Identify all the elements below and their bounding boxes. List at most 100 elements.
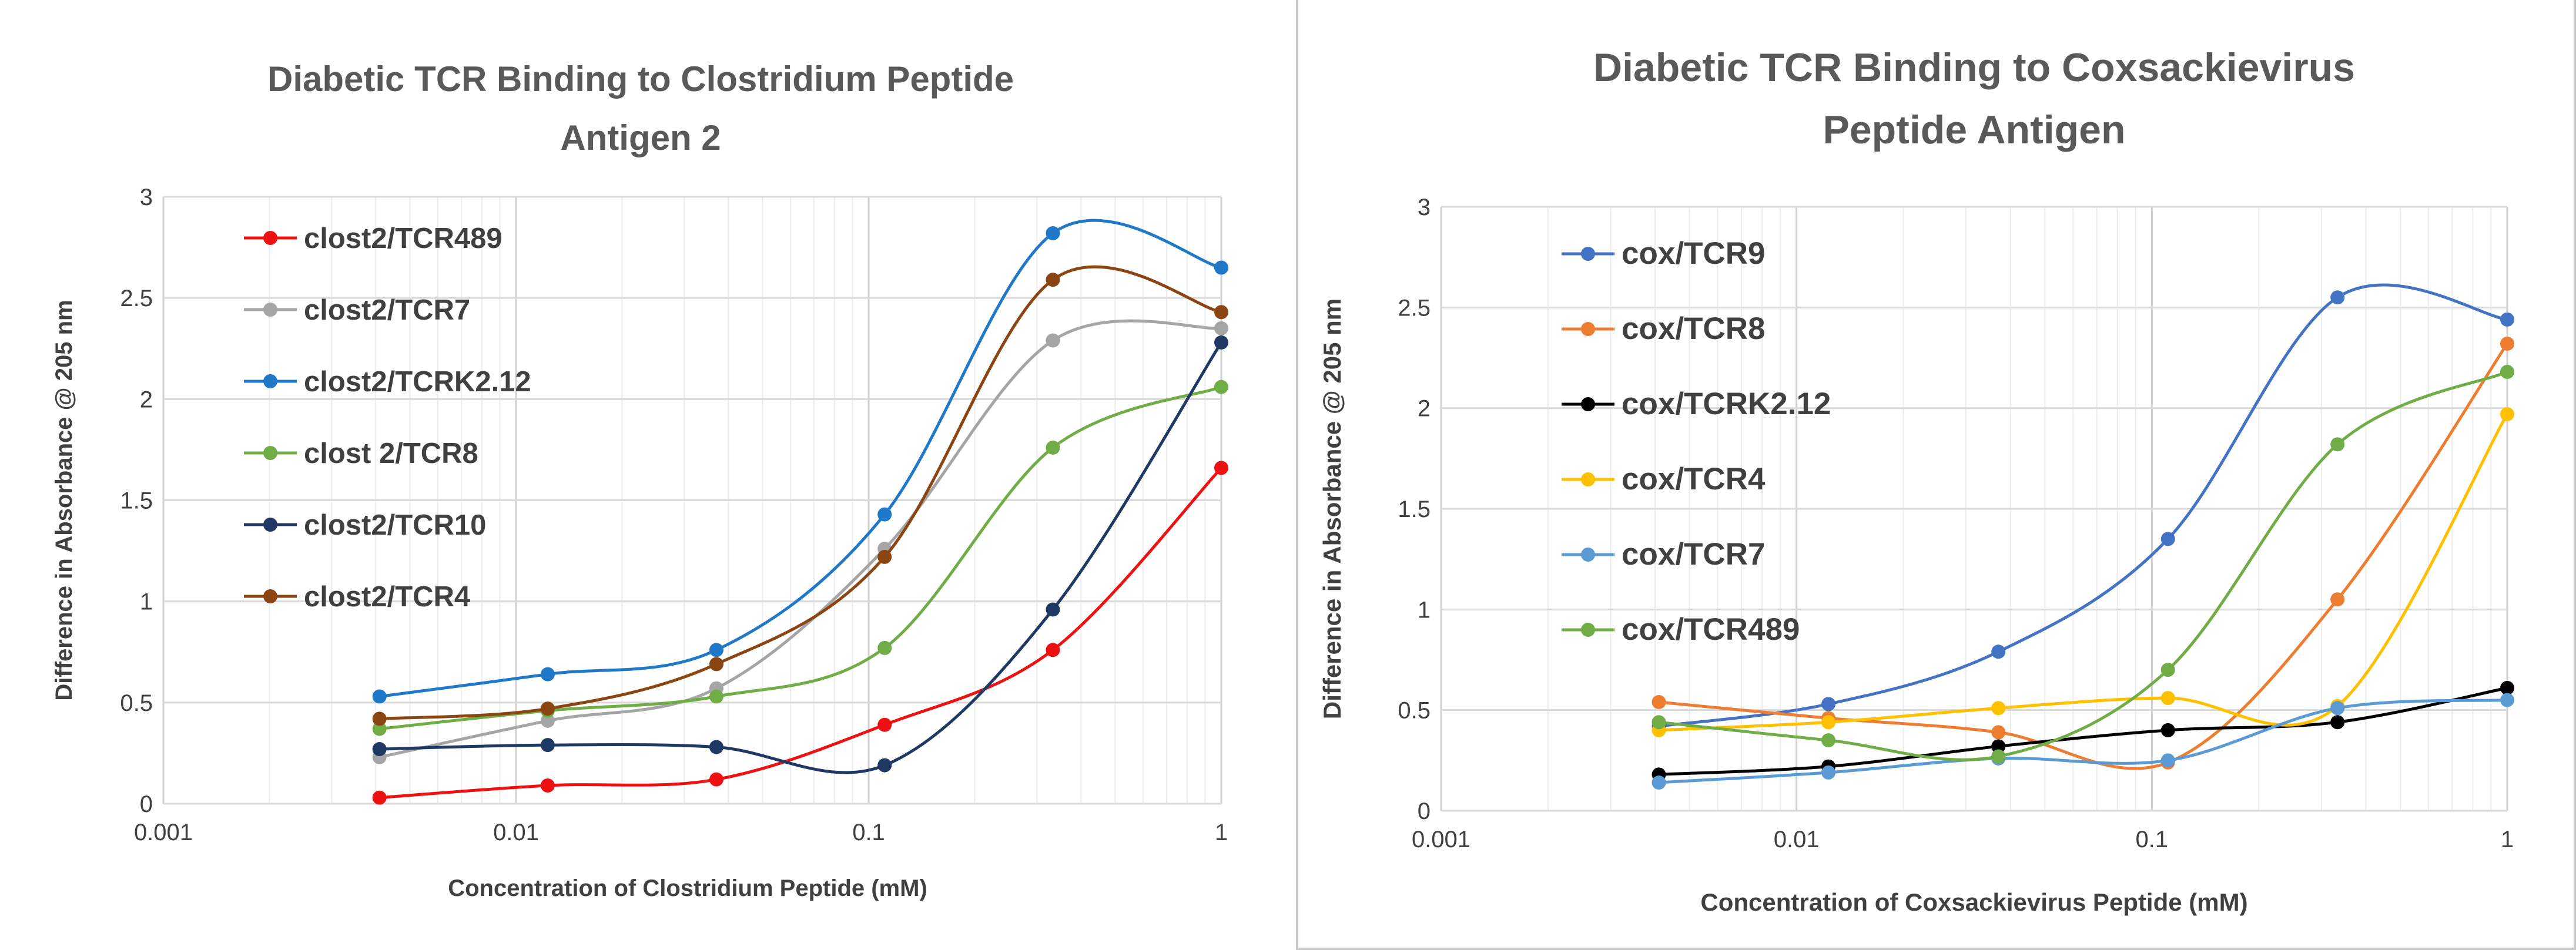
legend-swatch-marker	[263, 589, 277, 603]
data-point	[1046, 643, 1060, 657]
legend-swatch-marker	[263, 518, 277, 532]
data-point	[1214, 380, 1228, 394]
y-tick-label: 2	[1418, 396, 1431, 422]
series-cox-tcrk2-12	[1652, 680, 2514, 782]
data-point	[1821, 715, 1836, 730]
series-line-clost2-tcr4	[379, 265, 1222, 720]
legend-item-clost2-tcr10: clost2/TCR10	[244, 509, 486, 541]
data-point	[1214, 335, 1228, 350]
y-tick-label: 2.5	[120, 286, 153, 311]
y-tick-label: 0.5	[120, 690, 153, 716]
data-point	[2500, 680, 2514, 695]
data-point	[1046, 602, 1060, 617]
legend-item-cox-tcr489: cox/TCR489	[1562, 612, 1800, 647]
legend-swatch-marker	[1581, 322, 1595, 336]
y-tick-label: 0	[1418, 798, 1431, 824]
legend-item-cox-tcr9: cox/TCR9	[1562, 236, 1765, 271]
data-point	[2330, 701, 2345, 716]
data-point	[1821, 765, 1836, 780]
legend-label: cox/TCR8	[1622, 311, 1765, 346]
legend-label: cox/TCRK2.12	[1622, 387, 1831, 421]
series-line-clost2-tcr489	[379, 466, 1222, 800]
series-line-cox-tcr8	[1659, 343, 2509, 770]
legend-item-cox-tcr4: cox/TCR4	[1562, 462, 1766, 496]
data-point	[540, 667, 555, 682]
data-point	[2160, 663, 2175, 677]
x-tick-label: 0.1	[2136, 827, 2169, 852]
data-point	[1821, 697, 1836, 711]
data-point	[540, 778, 555, 793]
data-point	[1991, 701, 2006, 716]
data-point	[1991, 739, 2006, 754]
legend-label: clost 2/TCR8	[304, 438, 478, 469]
legend-label: clost2/TCR4	[304, 581, 470, 613]
series-line-clost-2-tcr8	[379, 385, 1222, 731]
data-point	[2160, 753, 2175, 768]
x-tick-label: 0.01	[493, 820, 539, 845]
series-cox-tcr489	[1652, 364, 2514, 764]
data-point	[1991, 749, 2006, 764]
legend-item-clost2-tcr7: clost2/TCR7	[244, 294, 470, 326]
right-chart-panel: Diabetic TCR Binding to Coxsackievirus Pe…	[1296, 0, 2576, 950]
y-tick-label: 0.5	[1398, 698, 1431, 724]
data-point	[1046, 226, 1060, 240]
x-axis-label: Concentration of Coxsackievirus Peptide …	[1700, 888, 2247, 916]
series-clost2-tcr489	[372, 461, 1228, 805]
legend-swatch-marker	[1581, 397, 1595, 411]
series-clost2-tcrk2-12	[372, 219, 1228, 704]
data-point	[1046, 440, 1060, 455]
chart-title-line-1: Diabetic TCR Binding to Clostridium Pept…	[267, 59, 1014, 99]
y-tick-label: 1	[1418, 597, 1431, 623]
series-line-cox-tcr489	[1659, 370, 2508, 761]
chart-title-line-2: Peptide Antigen	[1823, 108, 2125, 152]
legend-item-cox-tcr7: cox/TCR7	[1562, 537, 1765, 572]
data-point	[877, 717, 892, 732]
legend-swatch-marker	[1581, 623, 1595, 637]
legend-swatch-marker	[1581, 472, 1595, 486]
series-line-cox-tcrk2-12	[1659, 686, 2508, 776]
legend-label: cox/TCR9	[1622, 236, 1765, 271]
data-point	[877, 758, 892, 773]
data-point	[1821, 733, 1836, 748]
data-point	[2500, 693, 2514, 707]
series-cox-tcr4	[1652, 407, 2514, 737]
data-point	[540, 713, 555, 728]
x-tick-label: 1	[1215, 820, 1228, 845]
data-point	[1214, 321, 1228, 335]
data-point	[2500, 364, 2514, 379]
data-point	[709, 643, 723, 657]
left-chart-panel: Diabetic TCR Binding to Clostridium Pept…	[0, 0, 1275, 950]
legend-item-clost2-tcrk2-12: clost2/TCRK2.12	[244, 366, 531, 398]
data-point	[1652, 715, 1666, 730]
data-point	[2330, 715, 2345, 730]
legend-swatch-marker	[263, 303, 277, 317]
data-point	[2330, 290, 2345, 305]
x-tick-label: 1	[2501, 827, 2514, 852]
x-tick-label: 0.1	[852, 820, 885, 845]
data-point	[540, 701, 555, 716]
data-point	[2160, 532, 2175, 546]
legend-label: clost2/TCR10	[304, 509, 486, 541]
data-point	[1991, 725, 2006, 740]
series-line-cox-tcr7	[1659, 699, 2508, 784]
legend-label: cox/TCR4	[1622, 462, 1766, 496]
data-point	[1214, 260, 1228, 275]
data-point	[709, 689, 723, 704]
data-point	[2160, 723, 2175, 737]
x-tick-label: 0.01	[1774, 827, 1820, 852]
data-point	[2500, 337, 2514, 351]
data-point	[709, 657, 723, 672]
y-axis-label: Difference in Absorbance @ 205 nm	[1318, 298, 1346, 719]
y-axis-label: Difference in Absorbance @ 205 nm	[51, 300, 77, 700]
y-tick-label: 3	[140, 184, 153, 210]
series-clost2-tcr10	[372, 335, 1228, 774]
y-tick-label: 1.5	[120, 488, 153, 514]
data-point	[2330, 437, 2345, 452]
legend-swatch-marker	[263, 374, 277, 388]
y-tick-label: 3	[1418, 194, 1431, 220]
data-point	[1652, 776, 1666, 790]
series-line-cox-tcr9	[1659, 283, 2508, 728]
data-point	[1046, 273, 1060, 287]
legend-swatch-marker	[263, 231, 277, 245]
y-tick-label: 2.5	[1398, 295, 1431, 321]
